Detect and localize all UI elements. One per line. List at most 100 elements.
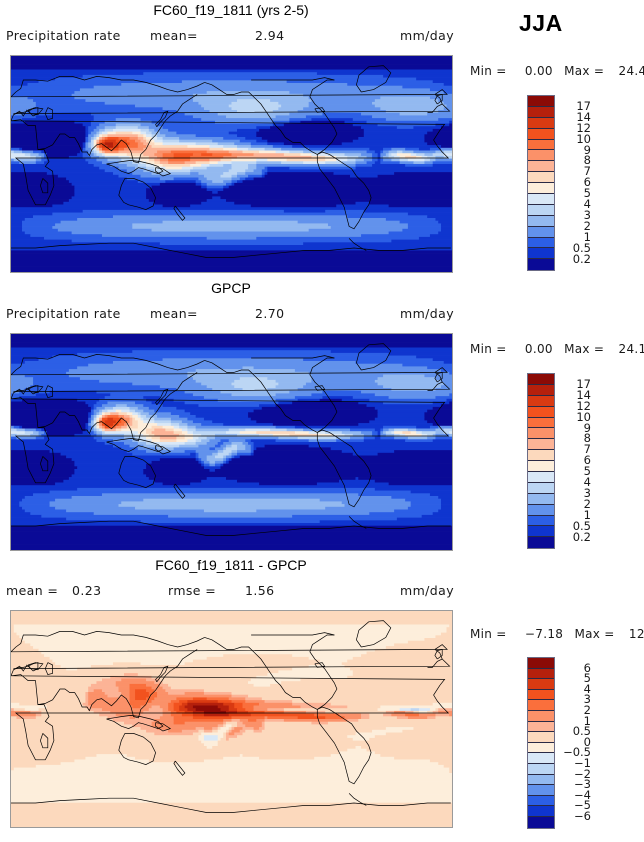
- mean-label: mean=: [150, 28, 198, 43]
- colorbar-segment: [528, 753, 554, 764]
- colorbar-segment: [528, 721, 554, 733]
- colorbar-segment: [528, 374, 554, 385]
- colorbar-segment: [528, 461, 554, 473]
- season-label: JJA: [519, 10, 563, 36]
- colorbar-tick-label: 7: [583, 164, 591, 179]
- variable-label: Precipitation rate: [6, 28, 121, 43]
- colorbar-tick-label: 6: [583, 175, 591, 190]
- colorbar-tick-labels: 6 5 4 3 2 1 0.5 0 −0.5 −1 −2 −3 −4 −5 −6: [557, 657, 591, 827]
- colorbar-tick-label: 2: [583, 496, 591, 511]
- max-value: 12.37: [628, 627, 644, 641]
- colorbar-tick-label: −3: [574, 777, 591, 792]
- colorbar-tick-label: 5: [583, 186, 591, 201]
- colorbar-tick-labels: 17 14 12 10 9 8 7 6 5 4 3 2 1 0.5 0.2: [557, 373, 591, 547]
- min-label: Min =: [470, 64, 507, 78]
- panel-subheader: mean = 0.23 rmse = 1.56 mm/day: [0, 583, 462, 601]
- colorbar-segment: [528, 806, 554, 817]
- colorbar-tick-label: 3: [583, 207, 591, 222]
- colorbar-tick-label: 7: [583, 442, 591, 457]
- panel-title: FC60_f19_1811 - GPCP: [155, 557, 307, 573]
- colorbar-tick-label: 10: [576, 409, 591, 424]
- minmax-readout: Min = 0.00 Max = 24.42: [470, 64, 644, 78]
- colorbar-tick-label: 3: [583, 485, 591, 500]
- mean-label: mean=: [150, 306, 198, 321]
- colorbar-segment: [528, 204, 554, 216]
- colorbar-segment: [528, 106, 554, 118]
- colorbar-segment: [528, 150, 554, 162]
- colorbar-gradient: [527, 95, 555, 272]
- colorbar-tick-label: 4: [583, 197, 591, 211]
- max-label: Max =: [574, 627, 615, 641]
- colorbar-tick-label: 9: [583, 142, 591, 157]
- colorbar-segment: [528, 785, 554, 796]
- map-canvas-model: [10, 55, 453, 273]
- panel-title: FC60_f19_1811 (yrs 2-5): [153, 2, 309, 18]
- min-value: −7.18: [524, 627, 564, 641]
- mean-label: mean =: [6, 583, 59, 598]
- min-value: 0.00: [524, 64, 553, 78]
- minmax-readout: Min = −7.18 Max = 12.37: [470, 627, 644, 641]
- colorbar-tick-label: −1: [574, 756, 591, 770]
- colorbar-tick-label: 2: [583, 218, 591, 233]
- colorbar-segment: [528, 482, 554, 494]
- units-label: mm/day: [400, 28, 454, 43]
- colorbar-tick-label: 12: [576, 398, 591, 413]
- colorbar-gradient: [527, 657, 555, 829]
- colorbar-segment: [528, 732, 554, 743]
- colorbar-segment: [528, 161, 554, 173]
- units-label: mm/day: [400, 306, 454, 321]
- min-label: Min =: [470, 342, 507, 356]
- colorbar-tick-label: 4: [583, 475, 591, 489]
- colorbar-segment: [528, 710, 554, 722]
- colorbar-segment: [528, 537, 554, 549]
- colorbar-segment: [528, 774, 554, 786]
- colorbar-tick-label: 1: [583, 713, 591, 728]
- colorbar-segment: [528, 450, 554, 462]
- colorbar-segment: [528, 395, 554, 407]
- colorbar-segment: [528, 679, 554, 690]
- panel-title: GPCP: [211, 280, 251, 296]
- colorbar-tick-label: −2: [574, 766, 591, 781]
- colorbar-tick-label: 5: [583, 671, 591, 686]
- colorbar-tick-label: −6: [574, 809, 591, 823]
- colorbar-tick-label: 8: [583, 431, 591, 446]
- colorbar-segment: [528, 96, 554, 107]
- colorbar-tick-label: 14: [576, 387, 591, 402]
- colorbar-segment: [528, 406, 554, 418]
- colorbar-tick-label: 0.2: [572, 251, 591, 266]
- mean-value: 2.70: [255, 306, 285, 321]
- colorbar-tick-label: 12: [576, 120, 591, 135]
- colorbar-segment: [528, 526, 554, 538]
- colorbar-segment: [528, 763, 554, 775]
- colorbar-tick-label: 1: [583, 229, 591, 244]
- colorbar-segment: [528, 117, 554, 129]
- colorbar-tick-label: −4: [574, 787, 591, 802]
- colorbar-tick-label: 2: [583, 703, 591, 717]
- max-label: Max =: [564, 64, 605, 78]
- colorbar-segment: [528, 689, 554, 701]
- variable-label: Precipitation rate: [6, 306, 121, 321]
- colorbar-tick-label: 8: [583, 153, 591, 168]
- colorbar-tick-label: −5: [574, 798, 591, 813]
- colorbar-tick-label: 0.5: [572, 518, 591, 533]
- colorbar-tick-labels: 17 14 12 10 9 8 7 6 5 4 3 2 1 0.5 0.2: [557, 95, 591, 269]
- colorbar-segment: [528, 428, 554, 440]
- colorbar-tick-label: 17: [576, 376, 591, 391]
- colorbar-segment: [528, 493, 554, 505]
- colorbar-tick-label: 14: [576, 109, 591, 124]
- colorbar-tick-label: 0: [583, 734, 591, 749]
- colorbar-segment: [528, 439, 554, 451]
- colorbar-tick-label: 9: [583, 420, 591, 435]
- colorbar-tick-label: −0.5: [563, 745, 591, 760]
- colorbar-tick-label: 6: [583, 660, 591, 675]
- colorbar-segment: [528, 417, 554, 429]
- max-value: 24.17: [618, 342, 644, 356]
- colorbar-segment: [528, 795, 554, 807]
- panel-subheader: Precipitation rate mean= 2.94 mm/day: [0, 28, 462, 46]
- colorbar-segment: [528, 172, 554, 184]
- colorbar-segment: [528, 237, 554, 249]
- rmse-value: 1.56: [245, 583, 275, 598]
- max-label: Max =: [564, 342, 605, 356]
- colorbar-segment: [528, 472, 554, 483]
- colorbar-segment: [528, 700, 554, 711]
